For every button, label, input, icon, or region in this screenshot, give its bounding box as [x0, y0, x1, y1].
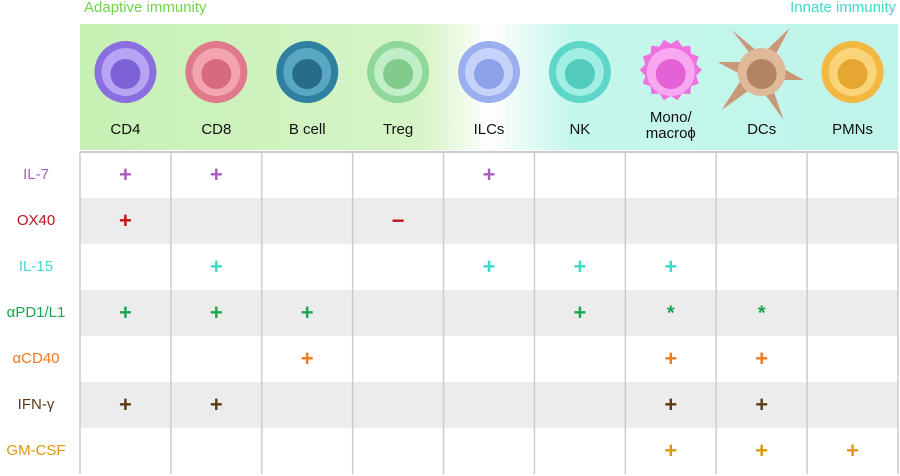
cell-symbol: + — [210, 254, 223, 279]
cell-symbol: + — [119, 208, 132, 233]
cell-symbol: + — [846, 438, 859, 463]
cell-symbol: + — [483, 162, 496, 187]
cell-symbol: + — [483, 254, 496, 279]
cell-symbol: + — [573, 254, 586, 279]
column-label: DCs — [747, 121, 776, 138]
cell-nucleus — [201, 59, 232, 89]
row-label: IL-7 — [23, 166, 49, 183]
cell-symbol: + — [755, 346, 768, 371]
cell-symbol: + — [664, 346, 677, 371]
row-label: IL-15 — [19, 258, 53, 275]
row-shade — [80, 198, 898, 244]
cell-symbol: * — [758, 302, 766, 324]
cell-symbol: + — [573, 300, 586, 325]
column-label: Mono/ — [650, 109, 693, 126]
cell-symbol: + — [210, 392, 223, 417]
row-shade — [80, 382, 898, 428]
column-label: NK — [569, 121, 590, 138]
cell-symbol: + — [664, 254, 677, 279]
column-label: CD4 — [110, 121, 140, 138]
row-label: αCD40 — [12, 350, 59, 367]
cell-nucleus — [564, 59, 595, 89]
row-label: OX40 — [17, 212, 55, 229]
cell-nucleus — [474, 59, 504, 89]
column-label: B cell — [289, 121, 326, 138]
cell-symbol: + — [755, 392, 768, 417]
column-label: PMNs — [832, 121, 873, 138]
cell-nucleus — [837, 59, 868, 89]
cell-symbol: + — [664, 392, 677, 417]
cell-symbol: + — [301, 300, 314, 325]
column-label: CD8 — [201, 121, 231, 138]
cell-symbol: + — [755, 438, 768, 463]
cell-symbol: + — [119, 162, 132, 187]
cell-symbol: + — [664, 438, 677, 463]
cell-symbol: + — [119, 300, 132, 325]
cell-symbol: + — [119, 392, 132, 417]
cell-symbol: − — [392, 208, 405, 233]
row-label: IFN-γ — [18, 396, 55, 413]
cell-symbol: + — [210, 300, 223, 325]
innate-label: Innate immunity — [790, 0, 896, 16]
cell-nucleus — [655, 59, 686, 89]
column-label: Treg — [383, 121, 413, 138]
grid: CD4 CD8 B cell Treg ILCs NK Mono/macroϕ DCs PMNs… — [6, 28, 899, 474]
column-label: ILCs — [474, 121, 505, 138]
cell-nucleus — [292, 59, 323, 89]
cell-symbol: * — [667, 302, 675, 324]
cell-nucleus — [746, 59, 777, 89]
cell-symbol: + — [210, 162, 223, 187]
row-label: αPD1/L1 — [7, 304, 66, 321]
row-label: GM-CSF — [6, 442, 65, 459]
cell-nucleus — [110, 59, 141, 89]
adaptive-label: Adaptive immunity — [84, 0, 207, 16]
column-label: macroϕ — [646, 125, 696, 142]
cell-symbol: + — [301, 346, 314, 371]
cell-nucleus — [383, 59, 414, 89]
row-shade — [80, 290, 898, 336]
